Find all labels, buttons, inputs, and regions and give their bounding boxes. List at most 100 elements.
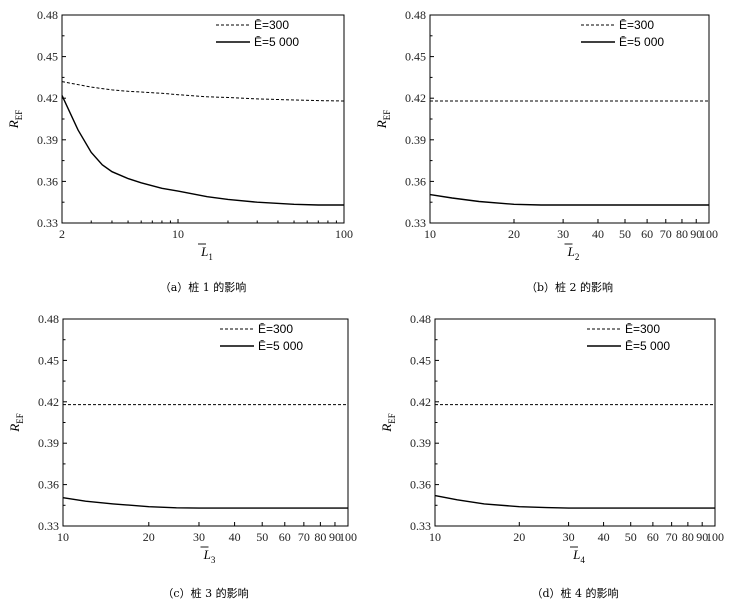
legend: Ē=300 Ē=5 000 [581,18,664,49]
y-tick-label: 0.36 [410,478,431,492]
x-axis-label-sub: 3 [211,555,216,565]
y-tick-label: 0.45 [37,50,58,64]
y-tick-label: 0.45 [405,50,426,64]
y-axis-label-sub: EF [382,110,392,121]
y-axis-label-base: R [374,120,389,129]
x-axis-label: L1 [200,244,213,262]
legend-label: Ē=300 [258,322,293,336]
x-tick-label: 20 [513,530,525,544]
x-tick-label: 100 [706,530,724,544]
legend: Ē=300 Ē=5 000 [220,322,303,353]
y-axis-label-base: R [6,120,21,129]
plot-frame [61,14,345,224]
x-axis-label-base: L [203,547,211,562]
x-tick-label: 30 [193,530,205,544]
y-tick-label: 0.39 [405,133,426,147]
y-tick-label: 0.36 [405,174,426,188]
x-tick-label: 10 [172,227,184,241]
y-tick-label: 0.39 [410,436,431,450]
series-line-e300 [61,81,345,102]
y-tick-label: 0.39 [38,436,59,450]
x-tick-label: 90 [690,227,702,241]
y-tick-label: 0.33 [38,519,59,533]
x-tick-label: 20 [143,530,155,544]
x-axis-label-sub: 4 [580,555,585,565]
chart-panel: 0.33 0.36 0.39 0.42 0.45 0.48 10 20 30 40 50 60 70 80… [374,8,718,294]
x-axis-label: L4 [572,547,585,565]
y-tick-label: 0.48 [405,8,426,22]
x-tick-label: 20 [508,227,520,241]
x-tick-label: 100 [700,227,718,241]
x-tick-label: 10 [424,227,436,241]
x-tick-label: 90 [696,530,708,544]
x-tick-label: 50 [619,227,631,241]
chart-panel: 0.33 0.36 0.39 0.42 0.45 0.48 10 20 30 40 50 60 70 80… [379,312,724,600]
y-axis-label-sub: EF [15,413,25,424]
x-tick-label: 10 [57,530,69,544]
x-tick-label: 40 [598,530,610,544]
x-axis-label-sub: 2 [575,252,580,262]
series-line-e5000 [62,497,348,509]
y-tick-label: 0.42 [38,395,59,409]
y-tick-label: 0.33 [37,216,58,230]
x-tick-label: 100 [335,227,353,241]
x-tick-label: 30 [563,530,575,544]
legend-label: Ē=5 000 [254,35,299,49]
x-tick-label: 70 [298,530,310,544]
y-axis-label-base: R [379,424,394,433]
legend-label: Ē=5 000 [625,339,670,353]
x-tick-label: 70 [660,227,672,241]
x-tick-label: 50 [625,530,637,544]
x-tick-label: 40 [592,227,604,241]
series-line-e5000 [61,95,344,206]
y-tick-label: 0.33 [410,519,431,533]
x-tick-label: 60 [647,530,659,544]
legend-label: Ē=300 [254,18,289,32]
plot-frame [429,14,710,224]
x-tick-label: 30 [557,227,569,241]
y-tick-label: 0.42 [410,395,431,409]
y-tick-label: 0.36 [37,174,58,188]
plot-frame [62,318,349,527]
y-axis-label-sub: EF [14,110,24,121]
panel-caption: （b）桩 2 的影响 [526,280,613,294]
x-tick-label: 10 [429,530,441,544]
legend-label: Ē=5 000 [619,35,664,49]
x-axis-label: L3 [203,547,216,565]
series-line-e5000 [434,494,715,509]
y-axis-label: REF [6,110,24,129]
x-tick-label: 80 [682,530,694,544]
y-axis-label-base: R [7,424,22,433]
y-tick-label: 0.48 [410,312,431,326]
y-axis-label-sub: EF [387,413,397,424]
y-axis-label: REF [379,413,397,432]
series-line-e5000 [429,193,709,206]
chart-panel: 0.33 0.36 0.39 0.42 0.45 0.48 10 20 30 40 50 60 70 80… [7,312,357,600]
x-tick-label: 60 [641,227,653,241]
x-tick-label: 90 [329,530,341,544]
legend-label: Ē=300 [619,18,654,32]
y-tick-label: 0.48 [38,312,59,326]
y-tick-label: 0.36 [38,478,59,492]
y-tick-label: 0.42 [405,91,426,105]
y-tick-label: 0.45 [38,353,59,367]
x-axis-label-base: L [572,547,580,562]
x-tick-label: 80 [314,530,326,544]
y-tick-label: 0.39 [37,133,58,147]
legend: Ē=300 Ē=5 000 [587,322,670,353]
y-axis-label: REF [374,110,392,129]
x-axis-label-sub: 1 [208,252,213,262]
x-tick-label: 40 [229,530,241,544]
legend-label: Ē=5 000 [258,339,303,353]
x-axis-label: L2 [567,244,580,262]
plot-frame [434,318,716,527]
x-tick-label: 50 [256,530,268,544]
legend-label: Ē=300 [625,322,660,336]
y-tick-label: 0.33 [405,216,426,230]
y-tick-label: 0.42 [37,91,58,105]
chart-panel: 0.33 0.36 0.39 0.42 0.45 0.48 2 10 100 L1 REF Ē=300… [6,8,353,294]
panel-caption: （c）桩 3 的影响 [162,586,248,600]
panel-caption: （a）桩 1 的影响 [160,280,247,294]
panel-caption: （d）桩 4 的影响 [531,586,618,600]
